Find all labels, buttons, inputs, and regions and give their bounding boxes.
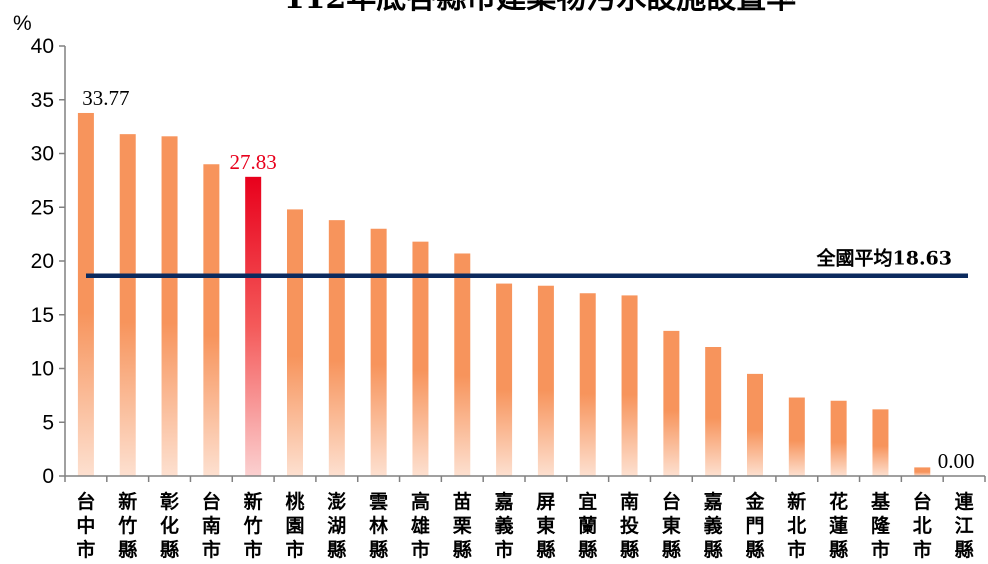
y-axis: 0 5 10 15 20 25 30 35 40 <box>31 35 66 488</box>
bar-嘉義縣 <box>705 347 722 476</box>
bar-台中市 <box>77 112 94 476</box>
bar-彰化縣 <box>161 136 178 477</box>
x-category-label: 高雄市 <box>410 490 430 561</box>
x-category-label: 台中市 <box>76 490 95 561</box>
x-category-label: 宜蘭縣 <box>578 490 597 561</box>
x-category-label: 屏東縣 <box>536 491 555 561</box>
x-category-label: 南投縣 <box>620 491 639 561</box>
y-tick-label: 30 <box>31 143 54 166</box>
bar-屏東縣 <box>537 285 554 476</box>
average-line-group: 全國平均18.63 <box>86 247 968 278</box>
y-tick-label: 5 <box>42 411 54 434</box>
bar-新竹市 <box>245 176 262 476</box>
x-category-label: 新竹市 <box>243 490 263 561</box>
data-label: 33.77 <box>82 86 129 110</box>
x-category-label: 新北市 <box>787 490 806 561</box>
y-axis-unit: % <box>13 12 32 35</box>
x-category-label: 連江縣 <box>955 490 975 561</box>
y-tick-label: 25 <box>31 196 54 219</box>
bar-台東縣 <box>663 330 680 476</box>
data-labels: 33.77 27.83 0.00 <box>82 86 974 473</box>
bar-南投縣 <box>621 295 638 476</box>
x-category-label: 新竹縣 <box>117 490 137 561</box>
bar-台北市 <box>914 467 931 476</box>
y-tick-label: 0 <box>42 465 54 488</box>
chart-title: 112年底各縣市建築物污水設施設置率 <box>284 0 797 16</box>
bar-金門縣 <box>747 373 763 476</box>
y-tick-label: 10 <box>31 358 54 381</box>
average-label: 全國平均18.63 <box>816 247 953 270</box>
bar-嘉義市 <box>496 283 513 476</box>
bar-新北市 <box>788 397 805 476</box>
x-category-label: 澎湖縣 <box>327 490 346 561</box>
x-category-label: 苗栗縣 <box>453 491 472 561</box>
x-category-label: 桃園市 <box>285 490 304 561</box>
bar-新竹縣 <box>119 134 136 476</box>
data-label: 27.83 <box>230 150 277 174</box>
x-category-label: 台東縣 <box>662 490 681 561</box>
data-label: 0.00 <box>938 449 975 473</box>
bar-苗栗縣 <box>454 253 471 476</box>
bar-台南市 <box>203 164 220 476</box>
y-tick-label: 35 <box>31 89 54 112</box>
bar-宜蘭縣 <box>579 293 596 476</box>
x-category-label: 彰化縣 <box>160 490 179 561</box>
y-tick-label: 40 <box>31 35 54 58</box>
x-category-label: 嘉義市 <box>494 491 514 561</box>
x-category-label: 花蓮縣 <box>829 490 848 561</box>
x-category-label: 雲林縣 <box>369 491 388 561</box>
x-category-label: 台南市 <box>202 490 221 561</box>
bar-澎湖縣 <box>328 220 345 476</box>
bar-雲林縣 <box>370 228 387 476</box>
bars <box>77 112 931 477</box>
x-axis: 台中市 新竹縣 彰化縣 台南市 新竹市 桃園市 澎湖縣 雲林縣 高雄市 苗栗縣 嘉義市 屏東縣 宜蘭縣 南… <box>64 475 986 561</box>
bar-桃園市 <box>287 209 303 476</box>
x-category-label: 金門縣 <box>744 490 765 561</box>
y-tick-label: 15 <box>31 304 54 327</box>
bar-花蓮縣 <box>830 400 847 476</box>
bar-高雄市 <box>412 241 429 476</box>
x-category-label: 基隆市 <box>870 490 891 561</box>
x-category-label: 嘉義縣 <box>703 491 723 561</box>
bar-基隆市 <box>872 409 889 476</box>
y-tick-label: 20 <box>31 250 54 273</box>
x-category-label: 台北市 <box>913 490 932 561</box>
